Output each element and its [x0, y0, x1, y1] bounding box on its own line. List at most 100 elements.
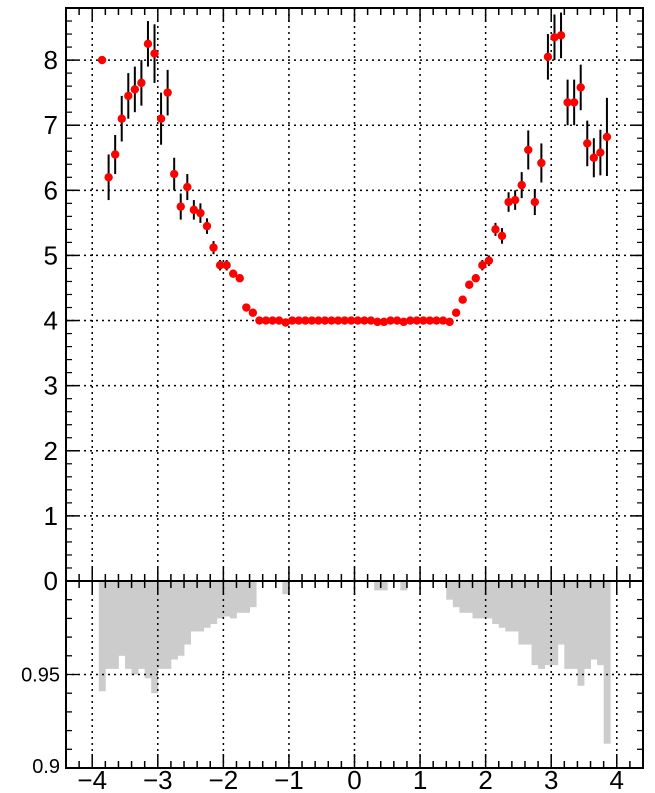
data-point — [97, 55, 107, 65]
efficiency-bar — [164, 581, 172, 669]
data-point — [320, 316, 330, 325]
data-point — [360, 316, 369, 325]
data-point — [314, 316, 323, 325]
efficiency-bar — [577, 581, 585, 686]
efficiency-bar — [243, 581, 250, 613]
data-point — [130, 85, 140, 94]
data-point — [530, 197, 540, 207]
data-point — [373, 317, 382, 327]
data-point — [576, 83, 585, 92]
efficiency-bar — [223, 581, 231, 617]
data-point — [189, 205, 199, 215]
efficiency-bar — [98, 581, 106, 692]
data-point — [471, 274, 481, 283]
x-tick-label: 2 — [478, 765, 492, 793]
data-point — [261, 316, 271, 325]
data-point — [235, 274, 244, 283]
efficiency-bar — [138, 581, 146, 669]
data-point — [340, 316, 349, 325]
data-point — [288, 316, 297, 325]
data-point — [537, 158, 546, 168]
data-point — [255, 316, 264, 325]
data-point — [307, 316, 317, 325]
data-point — [169, 169, 179, 179]
efficiency-bar — [229, 581, 237, 619]
y-tick-label: 8 — [44, 45, 58, 75]
efficiency-bar — [151, 581, 159, 694]
efficiency-bar — [524, 581, 532, 645]
x-tick-label: −4 — [77, 765, 107, 793]
data-point — [504, 197, 513, 207]
efficiency-bar — [210, 581, 218, 625]
data-point — [517, 180, 526, 190]
efficiency-bar — [144, 581, 152, 679]
efficiency-bar — [492, 581, 500, 625]
efficiency-bar — [479, 581, 487, 619]
data-point — [150, 49, 159, 58]
y-tick-label: 0.95 — [21, 665, 60, 687]
data-point — [419, 316, 428, 325]
data-point — [274, 316, 284, 325]
bottom-panel-y-tick-labels: 0.9 0.95 — [21, 665, 60, 779]
data-point — [399, 317, 408, 327]
efficiency-bar — [538, 581, 546, 669]
efficiency-bar — [118, 581, 126, 656]
efficiency-bar — [465, 581, 473, 613]
data-point — [425, 316, 435, 325]
efficiency-bar — [177, 581, 185, 656]
data-point — [596, 148, 605, 157]
data-point — [202, 221, 212, 231]
bottom-panel-grid — [66, 581, 643, 768]
y-tick-label: 1 — [44, 501, 58, 531]
data-point — [432, 316, 441, 325]
data-point — [248, 308, 258, 317]
data-point — [510, 195, 520, 205]
efficiency-bar — [485, 581, 493, 619]
data-point — [497, 231, 507, 241]
efficiency-bar — [505, 581, 513, 632]
data-point — [124, 91, 133, 101]
efficiency-bar — [184, 581, 191, 645]
data-point — [550, 33, 559, 42]
efficiency-bar — [446, 581, 454, 600]
efficiency-bar — [282, 581, 290, 595]
top-panel-y-tick-labels: 0 1 2 3 4 5 6 7 8 — [44, 45, 58, 596]
data-point — [458, 295, 467, 304]
efficiency-bar — [170, 581, 178, 660]
data-point — [556, 31, 566, 40]
x-tick-label: 4 — [610, 765, 624, 793]
data-point — [294, 316, 303, 325]
data-point — [465, 280, 474, 289]
data-point — [589, 153, 599, 162]
data-point — [242, 303, 251, 312]
data-point — [543, 52, 553, 62]
efficiency-bar — [197, 581, 205, 632]
y-tick-label: 3 — [44, 371, 58, 401]
efficiency-bar — [125, 581, 132, 669]
y-tick-label: 6 — [44, 175, 58, 205]
bottom-panel-bars — [98, 581, 611, 744]
efficiency-bar — [236, 581, 244, 613]
x-tick-label: 3 — [544, 765, 558, 793]
data-point — [215, 260, 225, 270]
efficiency-bar — [531, 581, 539, 666]
data-point — [222, 260, 231, 270]
efficiency-bar — [374, 581, 382, 591]
efficiency-bar — [518, 581, 526, 645]
data-point — [333, 316, 343, 325]
efficiency-bar — [157, 581, 165, 669]
data-point — [438, 316, 448, 325]
data-point — [209, 243, 218, 252]
efficiency-bar — [131, 581, 139, 675]
efficiency-bar — [472, 581, 480, 619]
efficiency-bar — [105, 581, 113, 669]
data-point — [196, 208, 205, 218]
y-tick-label: 4 — [44, 306, 58, 336]
data-point — [143, 39, 153, 49]
bottom-panel-frame — [65, 580, 644, 769]
efficiency-bar — [570, 581, 578, 669]
efficiency-bar — [511, 581, 519, 632]
data-point — [228, 269, 238, 278]
data-point — [484, 256, 494, 265]
data-point — [602, 132, 612, 142]
